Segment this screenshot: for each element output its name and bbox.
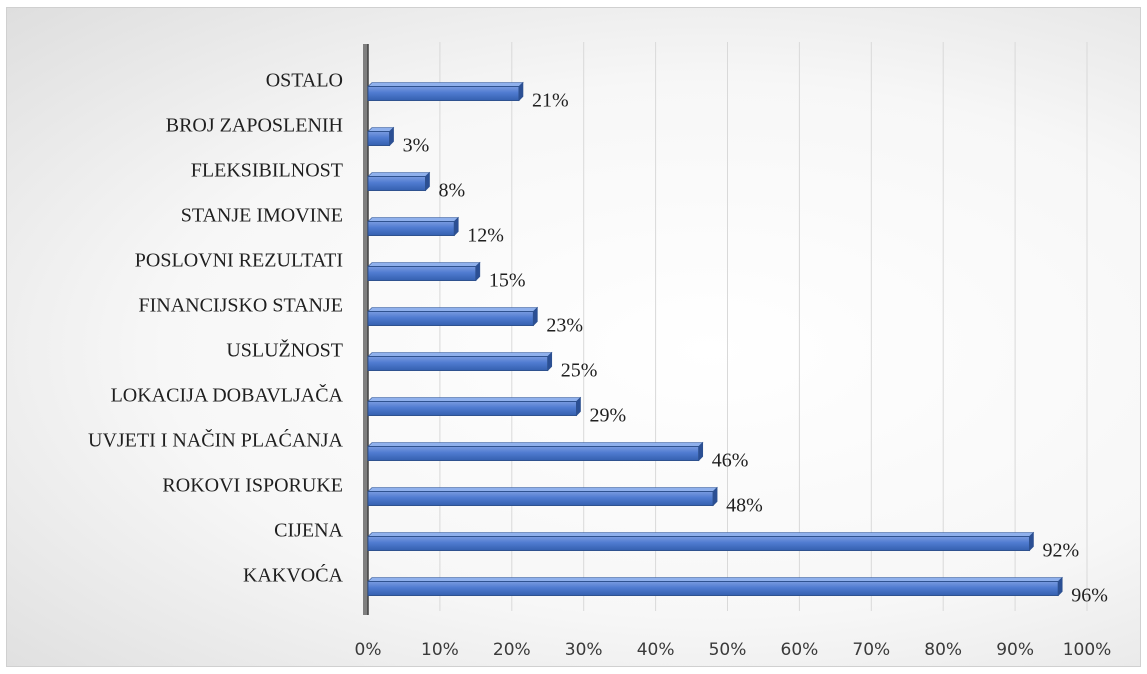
bar-side-face: [425, 171, 430, 192]
x-tick-label: 80%: [924, 640, 962, 660]
x-tick-label: 100%: [1063, 640, 1112, 660]
bar-side-face: [547, 351, 553, 372]
bar: [367, 266, 477, 281]
bar: [367, 176, 427, 191]
bar-top-face: [367, 307, 539, 312]
category-axis: [363, 44, 369, 615]
category-label: LOKACIJA DOBAVLJAČA: [111, 383, 344, 407]
x-tick-label: 90%: [996, 640, 1034, 660]
bar: [367, 401, 578, 416]
bar-top-face: [367, 532, 1035, 537]
bar-side-face: [453, 216, 459, 237]
value-label: 15%: [489, 270, 526, 292]
bar-side-face: [533, 306, 538, 327]
x-tick-label: 70%: [852, 640, 890, 660]
bar: [367, 131, 391, 146]
value-label: 23%: [546, 315, 583, 337]
x-tick-label: 0%: [355, 640, 382, 660]
bar-side-face: [1029, 531, 1034, 552]
bar-top-face: [367, 487, 718, 492]
bar: [367, 446, 700, 461]
bar-top-face: [367, 217, 460, 222]
bars: [367, 81, 1063, 597]
bar-top-face: [367, 442, 704, 447]
category-label: FINANCIJSKO STANJE: [138, 295, 343, 317]
bar: [367, 311, 534, 326]
value-label: 8%: [439, 180, 466, 202]
bar: [367, 491, 714, 506]
x-tick-label: 40%: [637, 640, 675, 660]
bar: [367, 581, 1059, 596]
x-tick-label: 30%: [565, 640, 603, 660]
bar-side-face: [576, 396, 581, 417]
value-label: 96%: [1071, 585, 1108, 607]
category-label: FLEKSIBILNOST: [191, 160, 343, 182]
bar-top-face: [367, 82, 524, 87]
value-label: 12%: [467, 225, 504, 247]
x-tick-label: 10%: [421, 640, 459, 660]
bar-top-face: [367, 127, 395, 132]
category-label: CIJENA: [274, 520, 343, 542]
category-label: ROKOVI ISPORUKE: [162, 475, 343, 497]
category-label: UVJETI I NAČIN PLAĆANJA: [88, 428, 344, 452]
category-label: STANJE IMOVINE: [181, 205, 343, 227]
value-label: 21%: [532, 90, 569, 112]
x-tick-label: 60%: [781, 640, 819, 660]
value-label: 3%: [403, 135, 430, 157]
x-tick-label: 20%: [493, 640, 531, 660]
bar-side-face: [518, 81, 524, 102]
bar: [367, 86, 520, 101]
bar-top-face: [367, 577, 1063, 582]
bar-top-face: [367, 262, 481, 267]
value-label: 25%: [561, 360, 598, 382]
chart-frame: 0% 10% 20% 30% 40% 50% 60% 70% 80% 90% 100% 96% KAKV…: [6, 7, 1141, 667]
bar: [367, 356, 549, 371]
bar: [367, 221, 455, 236]
category-label: KAKVOĆA: [243, 563, 344, 587]
category-label: POSLOVNI REZULTATI: [135, 250, 343, 272]
bar: [367, 536, 1030, 551]
category-label: BROJ ZAPOSLENIH: [166, 115, 343, 137]
bar-side-face: [389, 126, 394, 147]
value-label: 29%: [590, 405, 627, 427]
x-tick-label: 50%: [709, 640, 747, 660]
category-label: OSTALO: [266, 70, 343, 92]
value-label: 46%: [712, 450, 749, 472]
bar-top-face: [367, 397, 582, 402]
bar-side-face: [1057, 576, 1063, 597]
bar-top-face: [367, 172, 431, 177]
labels: 0% 10% 20% 30% 40% 50% 60% 70% 80% 90% 100% 96% KAKV…: [88, 70, 1111, 661]
value-label: 48%: [726, 495, 763, 517]
bar-side-face: [698, 441, 704, 462]
category-label: USLUŽNOST: [226, 339, 343, 362]
bar-chart: 0% 10% 20% 30% 40% 50% 60% 70% 80% 90% 100% 96% KAKV…: [88, 42, 1111, 661]
gridlines: [439, 42, 1088, 611]
bar-top-face: [367, 352, 553, 357]
bar-side-face: [475, 261, 481, 282]
category-axis-wall: [363, 44, 368, 615]
value-label: 92%: [1042, 540, 1079, 562]
bar-side-face: [712, 486, 718, 507]
